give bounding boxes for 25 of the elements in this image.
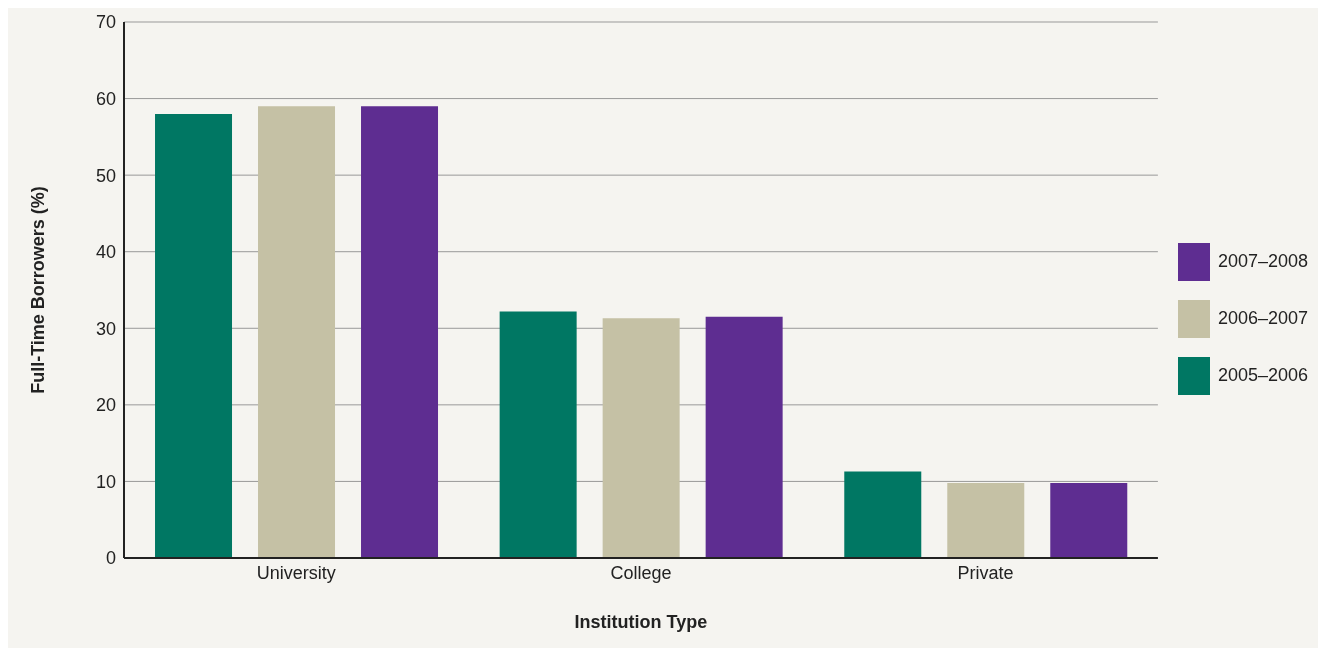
legend-label: 2007–2008 bbox=[1217, 251, 1308, 272]
y-tick-label: 10 bbox=[95, 471, 116, 492]
y-tick-label: 70 bbox=[95, 12, 116, 33]
legend-label: 2006–2007 bbox=[1217, 308, 1308, 329]
x-axis-title: Institution Type bbox=[574, 612, 708, 632]
y-tick-label: 0 bbox=[105, 548, 116, 569]
bar bbox=[361, 106, 439, 558]
y-tick-label: 40 bbox=[95, 242, 116, 263]
y-tick-label: 60 bbox=[95, 88, 116, 109]
x-tick-label: Private bbox=[957, 562, 1014, 583]
bar bbox=[155, 113, 233, 558]
bar bbox=[499, 311, 577, 558]
y-axis-title: Full-Time Borrowers (%) bbox=[28, 186, 49, 394]
y-tick-label: 30 bbox=[95, 318, 116, 339]
y-tick-label: 50 bbox=[95, 165, 116, 186]
bar bbox=[258, 106, 336, 558]
bar bbox=[844, 471, 922, 558]
bar bbox=[1050, 482, 1128, 558]
y-tick-label: 20 bbox=[95, 395, 116, 416]
x-tick-label: College bbox=[610, 562, 672, 583]
bar bbox=[705, 316, 783, 558]
x-tick-label: University bbox=[256, 562, 336, 583]
legend-label: 2005–2006 bbox=[1217, 365, 1308, 386]
bar bbox=[947, 482, 1025, 558]
bar bbox=[602, 318, 680, 558]
